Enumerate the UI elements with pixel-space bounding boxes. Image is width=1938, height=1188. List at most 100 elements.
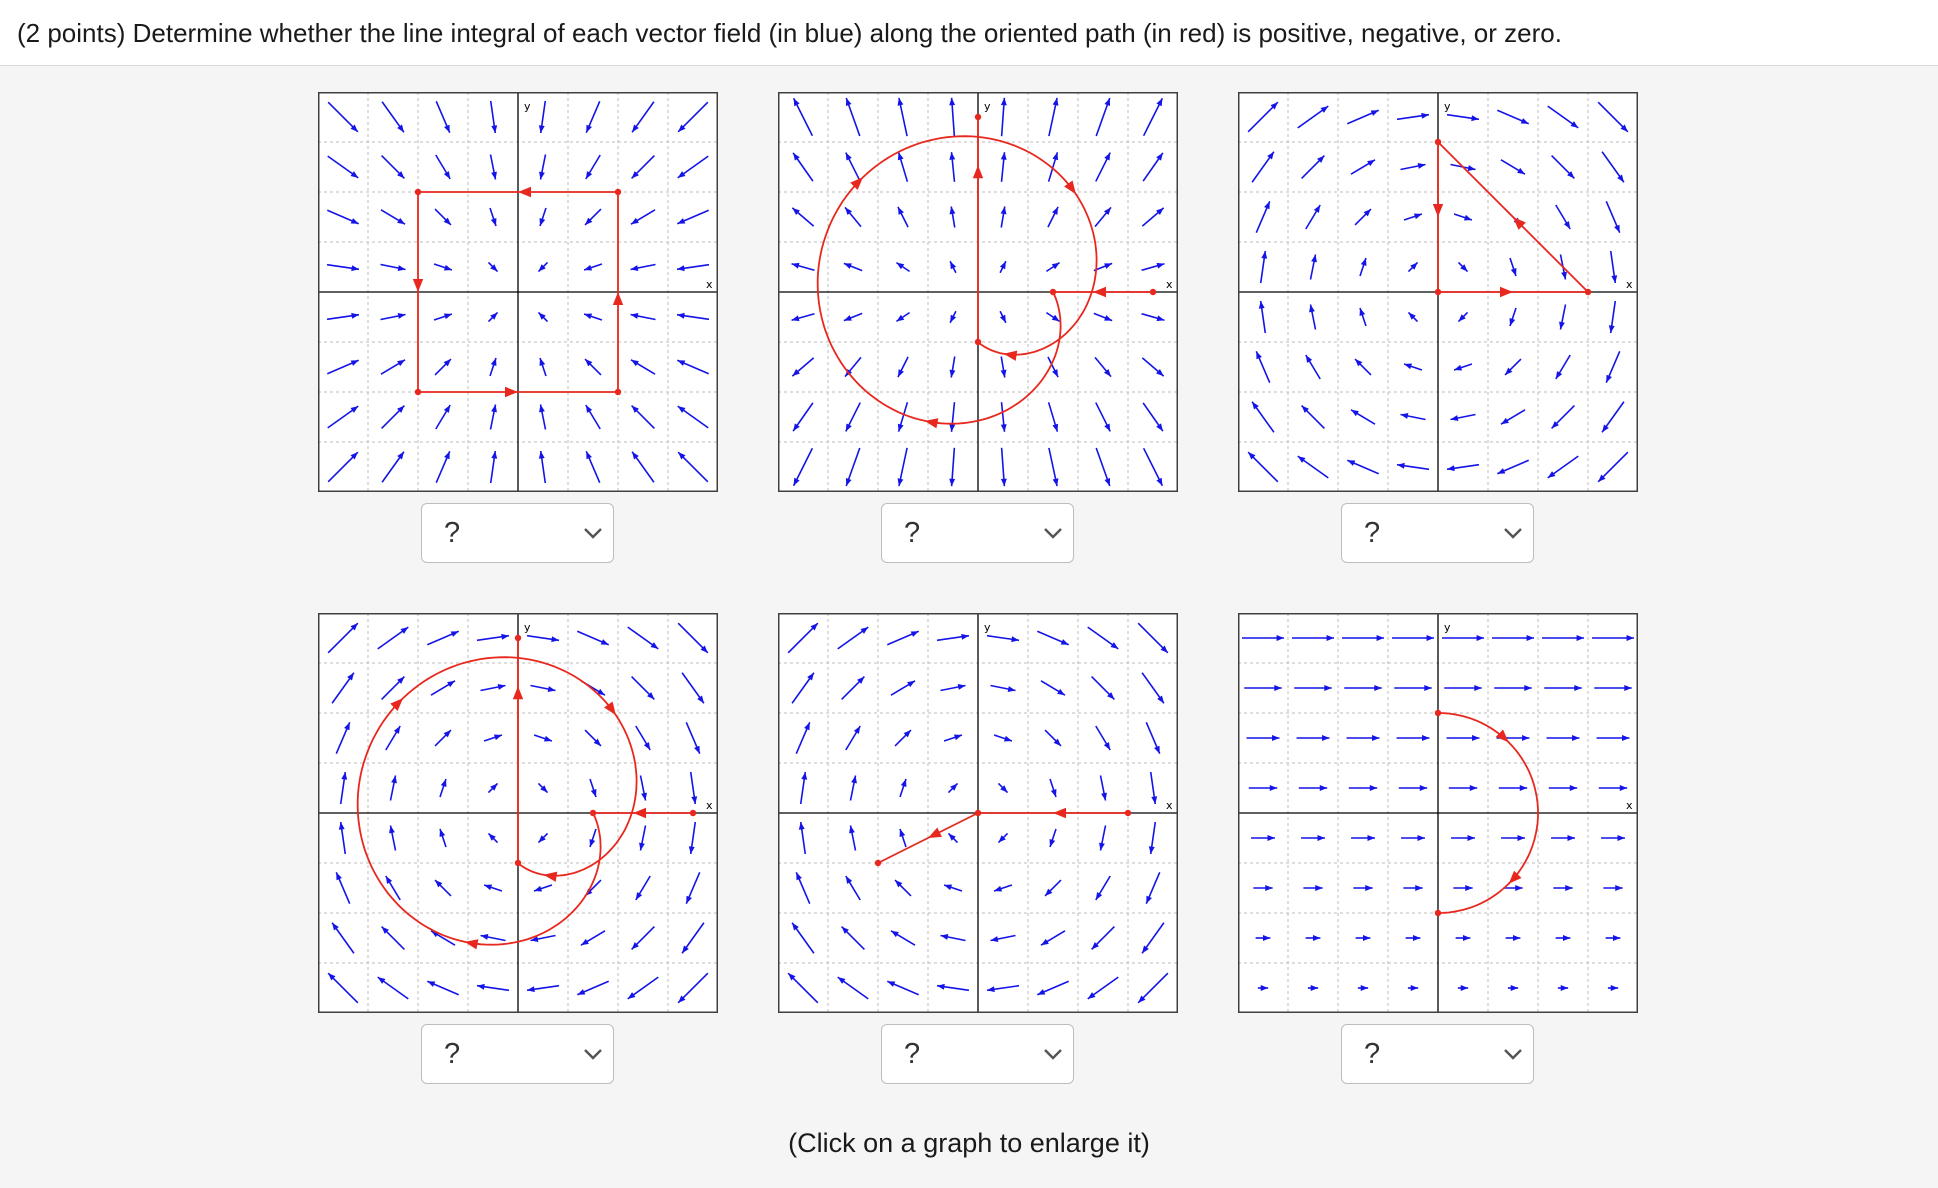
field-arrow-head bbox=[1037, 989, 1046, 995]
field-arrow-head bbox=[1258, 301, 1265, 309]
field-arrow-head bbox=[897, 97, 904, 106]
field-arrow-head bbox=[631, 942, 639, 950]
path-curve bbox=[356, 638, 693, 946]
vector-field bbox=[1242, 635, 1634, 991]
path-direction-arrow bbox=[604, 701, 616, 716]
field-arrow-head bbox=[1322, 735, 1330, 741]
field-arrow-head bbox=[1362, 935, 1371, 941]
field-arrow-head bbox=[650, 642, 659, 649]
answer-select-4[interactable]: ? bbox=[421, 1024, 614, 1084]
field-arrow-head bbox=[1274, 685, 1282, 691]
field-arrow-head bbox=[1574, 685, 1582, 691]
field-arrow-head bbox=[1052, 206, 1059, 215]
field-arrow-head bbox=[1156, 477, 1163, 486]
field-arrow-head bbox=[491, 125, 498, 133]
path-vertex bbox=[689, 809, 697, 817]
field-arrow-head bbox=[1355, 359, 1363, 367]
field-arrow-head bbox=[691, 796, 698, 804]
field-arrow-head bbox=[1417, 163, 1426, 169]
field-arrow-head bbox=[1267, 151, 1274, 160]
field-arrow-head bbox=[1319, 785, 1328, 791]
path-direction-arrow bbox=[1093, 286, 1107, 298]
field-arrow-head bbox=[1606, 374, 1612, 383]
field-arrow-head bbox=[1350, 409, 1359, 417]
field-arrow-head bbox=[1104, 263, 1113, 269]
field-arrow-head bbox=[1370, 110, 1379, 116]
field-arrow-head bbox=[1519, 785, 1528, 791]
field-arrow-head bbox=[937, 983, 945, 990]
field-arrow-head bbox=[688, 846, 695, 854]
field-arrow-head bbox=[450, 631, 459, 637]
field-arrow-head bbox=[998, 835, 1006, 843]
field-arrow-head bbox=[697, 695, 704, 704]
field-arrow-head bbox=[1463, 214, 1472, 221]
field-arrow-head bbox=[1104, 477, 1111, 486]
field-arrow-head bbox=[1569, 785, 1578, 791]
field-arrow-head bbox=[1497, 468, 1506, 474]
field-arrow-head bbox=[793, 423, 800, 432]
field-arrow-head bbox=[1517, 167, 1526, 175]
field-arrow-head bbox=[950, 314, 957, 323]
field-arrow-head bbox=[491, 451, 498, 459]
field-arrow-head bbox=[1310, 985, 1319, 991]
field-arrow-head bbox=[484, 884, 493, 891]
field-arrow-head bbox=[1465, 885, 1473, 891]
x-axis-label: x bbox=[706, 799, 713, 812]
field-arrow-head bbox=[1160, 645, 1168, 653]
field-arrow-head bbox=[477, 983, 485, 990]
field-arrow-head bbox=[543, 735, 552, 742]
answer-select-6[interactable]: ? bbox=[1341, 1024, 1534, 1084]
field-arrow-head bbox=[1367, 159, 1376, 167]
field-arrow-head bbox=[1598, 474, 1606, 482]
path-direction-arrow bbox=[924, 418, 939, 429]
field-arrow-head bbox=[501, 633, 509, 640]
field-arrow-head bbox=[841, 926, 849, 934]
answer-select-1[interactable]: ? bbox=[421, 503, 614, 563]
field-arrow-head bbox=[585, 217, 593, 225]
field-arrow-head bbox=[950, 783, 958, 791]
answer-select-2[interactable]: ? bbox=[881, 503, 1074, 563]
field-arrow-head bbox=[539, 217, 546, 226]
field-arrow-head bbox=[1091, 942, 1099, 950]
path-direction-arrow bbox=[464, 939, 479, 950]
field-arrow-head bbox=[994, 885, 1003, 892]
field-arrow-head bbox=[632, 451, 639, 460]
field-arrow-head bbox=[1272, 735, 1280, 741]
field-arrow-head bbox=[1460, 985, 1469, 991]
field-arrow-head bbox=[643, 742, 651, 751]
field-arrow-head bbox=[1267, 835, 1275, 841]
path-direction-arrow bbox=[612, 292, 624, 306]
field-arrow-head bbox=[350, 124, 358, 132]
field-arrow-head bbox=[351, 312, 359, 319]
answer-select-3[interactable]: ? bbox=[1341, 503, 1534, 563]
field-arrow-head bbox=[397, 359, 406, 367]
field-arrow-head bbox=[1095, 892, 1103, 901]
field-arrow-head bbox=[944, 884, 953, 891]
field-arrow-head bbox=[1248, 452, 1256, 460]
field-arrow-head bbox=[1324, 685, 1332, 691]
field-arrow-head bbox=[1608, 325, 1615, 333]
field-arrow-head bbox=[1262, 935, 1271, 941]
answer-select-5[interactable]: ? bbox=[881, 1024, 1074, 1084]
field-arrow-head bbox=[940, 934, 949, 940]
field-arrow-head bbox=[1142, 945, 1149, 954]
field-arrow-head bbox=[845, 477, 852, 486]
field-arrow-head bbox=[397, 405, 405, 413]
field-arrow-head bbox=[1315, 885, 1323, 891]
field-arrow-head bbox=[1101, 792, 1107, 801]
field-arrow-head bbox=[586, 451, 592, 460]
field-arrow-head bbox=[397, 676, 405, 684]
field-arrow-head bbox=[538, 835, 546, 843]
field-arrow-head bbox=[1000, 785, 1008, 793]
field-arrow-head bbox=[1610, 985, 1619, 991]
field-arrow-head bbox=[857, 676, 865, 684]
field-arrow-head bbox=[1110, 642, 1119, 649]
field-arrow-head bbox=[527, 986, 535, 993]
field-arrow-head bbox=[1615, 885, 1623, 891]
